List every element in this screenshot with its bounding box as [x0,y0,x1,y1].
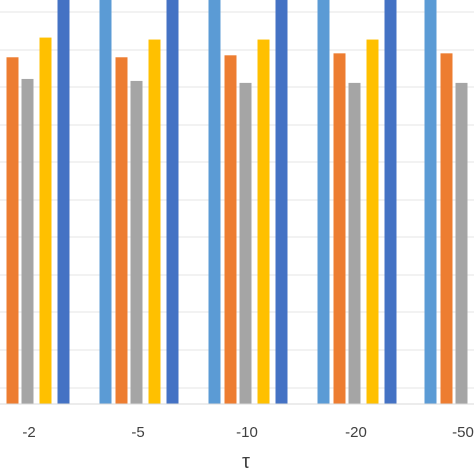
bar-s4--2 [39,37,52,405]
bar-s0--2 [57,0,70,404]
bar-s1--10 [208,0,221,404]
gridlines [0,11,474,389]
bar-s2--20 [333,53,346,405]
bar-s2--5 [115,57,128,404]
bar-s0--20 [384,0,397,404]
bar-s4--5 [148,39,161,405]
bar-s1--50 [424,0,437,404]
bar-s4--10 [257,39,270,405]
bar-s1--20 [317,0,330,404]
x-tick-label: -10 [236,424,258,441]
bar-s3--50 [455,82,468,404]
bar-s4--20 [366,39,379,405]
bar-s1--5 [99,0,112,404]
bar-s3--10 [239,82,252,404]
bar-s3--2 [21,78,34,404]
bar-s0--10 [275,0,288,404]
bar-s2--50 [440,53,453,405]
x-tick-labels: -2 -5 -10 -20 -50 [22,424,474,441]
bar-s3--20 [348,82,361,404]
bar-s2--2 [6,57,19,404]
x-tick-label: -20 [345,424,367,441]
bar-s2--10 [224,55,237,405]
bar-s3--5 [130,80,143,405]
x-tick-label: -2 [22,424,35,441]
x-tick-label: -5 [131,424,144,441]
bars [6,0,468,405]
x-tick-label: -50 [452,424,474,441]
x-axis-title: τ [242,451,250,473]
bar-s0--5 [166,0,179,404]
